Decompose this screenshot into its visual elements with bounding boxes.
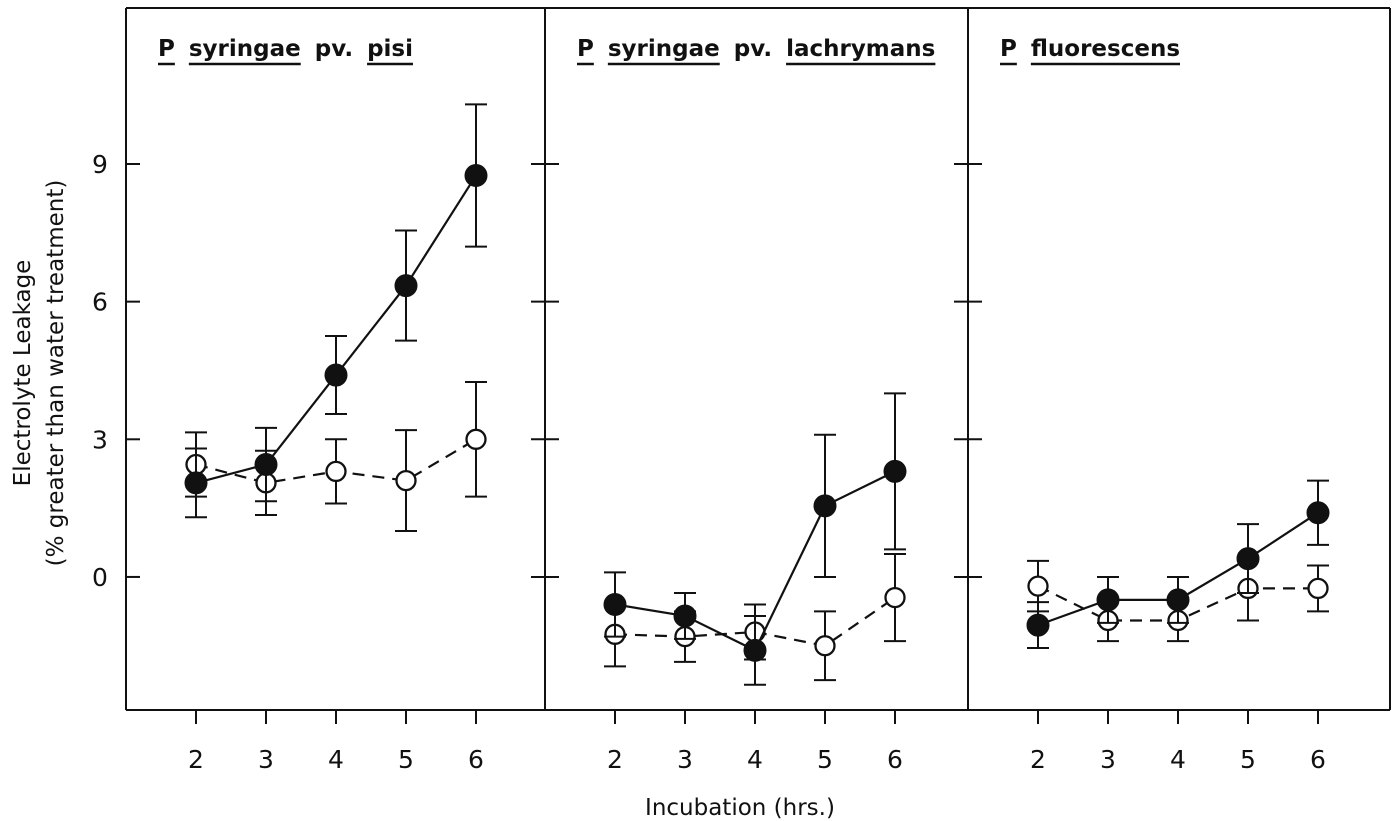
x-tick-label: 3	[677, 745, 693, 774]
data-point-open	[1027, 575, 1049, 597]
panel-title-word: syringae	[189, 36, 301, 62]
data-point-open	[465, 428, 487, 450]
data-point-filled	[394, 274, 418, 298]
data-point-filled	[1236, 547, 1260, 571]
x-tick-label: 6	[887, 745, 903, 774]
panel-title-word: P	[1000, 36, 1017, 62]
panel-title-word: pv.	[734, 36, 772, 62]
x-tick-label: 6	[468, 745, 484, 774]
y-tick-label: 9	[92, 150, 108, 179]
x-tick-label: 3	[1100, 745, 1116, 774]
data-point-filled	[1026, 613, 1050, 637]
x-tick-label: 2	[607, 745, 623, 774]
data-point-open	[325, 460, 347, 483]
x-tick-label: 4	[747, 745, 763, 774]
data-point-filled	[1096, 588, 1120, 612]
panel-title-word: pisi	[367, 36, 413, 62]
x-tick-label: 5	[398, 745, 414, 774]
panel-title-word: syringae	[608, 36, 720, 62]
panel-title-word: pv.	[315, 36, 353, 62]
data-point-filled	[464, 163, 488, 187]
x-tick-label: 3	[258, 745, 274, 774]
data-point-filled	[673, 604, 697, 628]
x-tick-label: 2	[1030, 745, 1046, 774]
data-point-filled	[883, 459, 907, 483]
panel-title-word: lachrymans	[786, 36, 935, 62]
y-axis: 0 3 6 9	[92, 150, 982, 592]
y-axis-title-line-1: Electrolyte Leakage	[10, 260, 36, 487]
panel-title-word: P	[158, 36, 175, 62]
data-point-filled	[743, 638, 767, 662]
data-point-open	[1307, 577, 1329, 600]
x-axis-title: Incubation (hrs.)	[645, 795, 835, 821]
panel-title-word: P	[577, 36, 594, 62]
data-point-open	[814, 635, 836, 657]
x-tick-label: 4	[1170, 745, 1186, 774]
data-point-open	[395, 469, 417, 492]
data-point-filled	[184, 471, 208, 495]
data-point-filled	[1306, 501, 1330, 525]
series-line-filled	[195, 174, 477, 484]
y-axis-title-line-2: (% greater than water treatment)	[43, 180, 69, 567]
data-point-filled	[603, 592, 627, 616]
data-point-filled	[324, 363, 348, 387]
x-tick-label: 5	[817, 745, 833, 774]
panel-title-word: fluorescens	[1031, 36, 1180, 62]
x-tick-label: 6	[1310, 745, 1326, 774]
data-point-filled	[1166, 588, 1190, 612]
data-point-filled	[254, 453, 278, 477]
data-point-filled	[813, 494, 837, 518]
y-tick-label: 0	[92, 563, 108, 592]
y-tick-label: 3	[92, 425, 108, 454]
x-tick-label: 2	[188, 745, 204, 774]
x-tick-label: 5	[1240, 745, 1256, 774]
x-tick-label: 4	[328, 745, 344, 774]
data-point-open	[884, 586, 906, 609]
y-tick-label: 6	[92, 288, 108, 317]
